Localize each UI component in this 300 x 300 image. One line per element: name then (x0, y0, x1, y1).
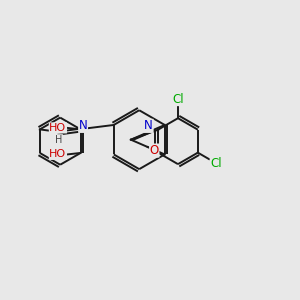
Text: Cl: Cl (210, 157, 222, 170)
Text: N: N (79, 119, 88, 132)
Text: N: N (144, 119, 153, 132)
Text: HO: HO (50, 149, 67, 159)
Text: H: H (55, 135, 63, 145)
Text: O: O (150, 144, 159, 157)
Text: Cl: Cl (173, 93, 184, 106)
Text: HO: HO (50, 123, 67, 133)
